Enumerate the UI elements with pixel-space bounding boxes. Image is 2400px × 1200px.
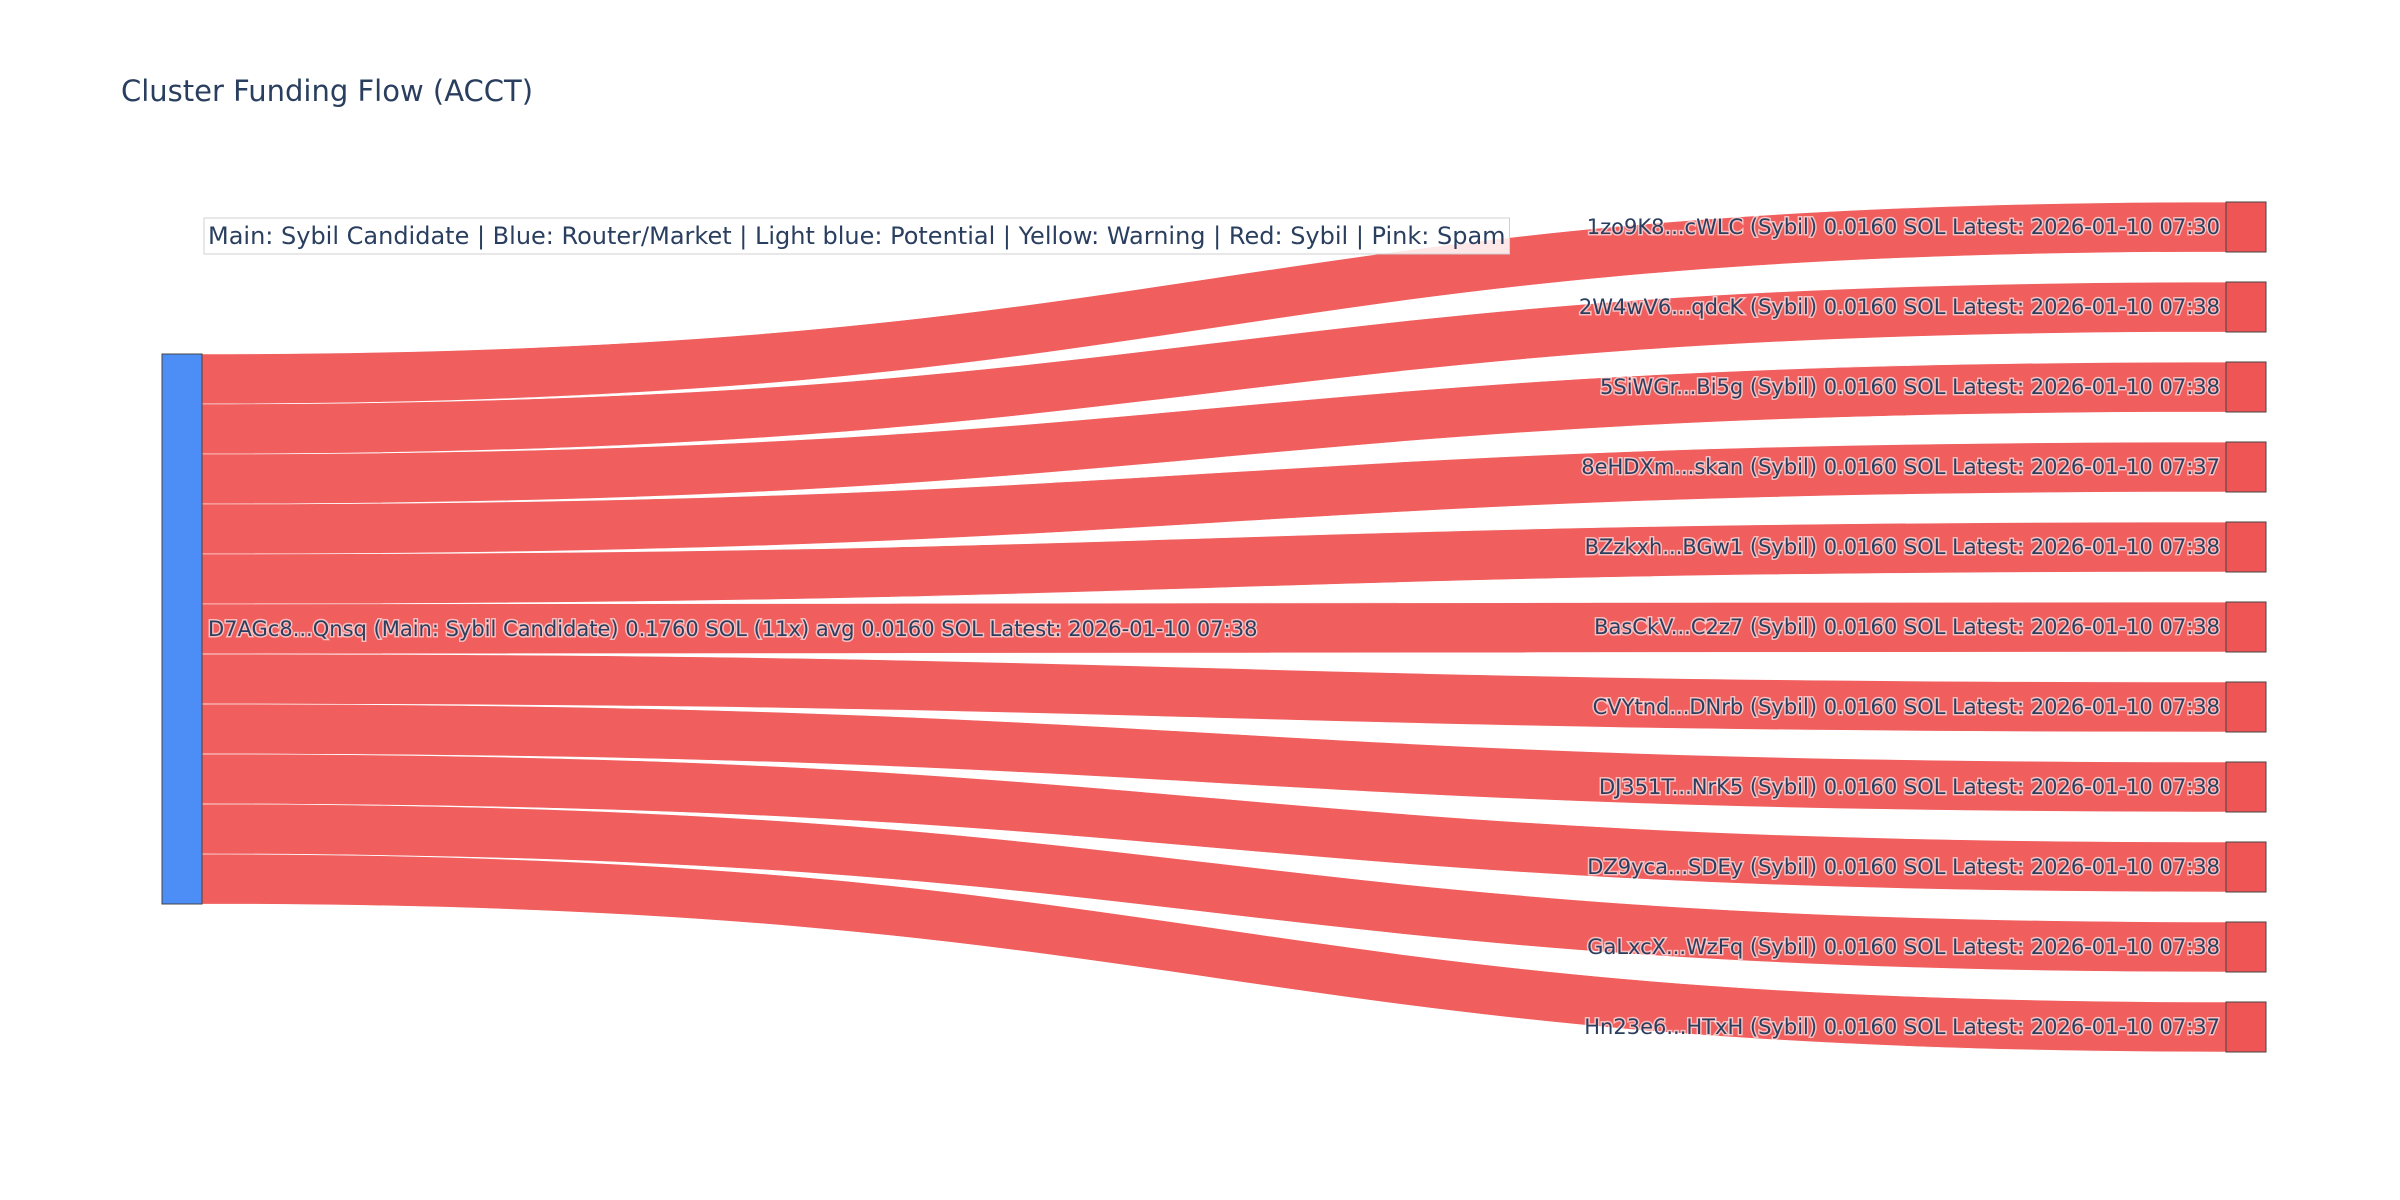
source-node-label: D7AGc8...Qnsq (Main: Sybil Candidate) 0.… [208, 617, 1257, 641]
target-node-label: 2W4wV6...qdcK (Sybil) 0.0160 SOL Latest:… [1579, 295, 2220, 319]
target-node[interactable] [2225, 761, 2267, 813]
target-node[interactable] [2225, 1001, 2267, 1053]
flow-links [201, 201, 2227, 1053]
target-node-label: Hn23e6...HTxH (Sybil) 0.0160 SOL Latest:… [1584, 1015, 2220, 1039]
target-node-label: GaLxcX...WzFq (Sybil) 0.0160 SOL Latest:… [1587, 935, 2220, 959]
chart-title: Cluster Funding Flow (ACCT) [121, 74, 533, 108]
target-node-label: BZzkxh...BGw1 (Sybil) 0.0160 SOL Latest:… [1585, 535, 2220, 559]
target-node[interactable] [2225, 841, 2267, 893]
target-node[interactable] [2225, 681, 2267, 733]
target-node[interactable] [2225, 921, 2267, 973]
target-node[interactable] [2225, 601, 2267, 653]
target-node-label: 8eHDXm...skan (Sybil) 0.0160 SOL Latest:… [1581, 455, 2220, 479]
target-node[interactable] [2225, 361, 2267, 413]
target-node[interactable] [2225, 201, 2267, 253]
legend-note-box [203, 217, 1511, 255]
source-node[interactable] [161, 353, 203, 905]
target-node-label: 1zo9K8...cWLC (Sybil) 0.0160 SOL Latest:… [1587, 215, 2220, 239]
target-node-label: DZ9yca...SDEy (Sybil) 0.0160 SOL Latest:… [1587, 855, 2220, 879]
target-node[interactable] [2225, 441, 2267, 493]
target-node-label: BasCkV...C2z7 (Sybil) 0.0160 SOL Latest:… [1594, 615, 2220, 639]
target-node-label: 5SiWGr...Bi5g (Sybil) 0.0160 SOL Latest:… [1600, 375, 2220, 399]
flow-nodes [161, 201, 2267, 1053]
target-node[interactable] [2225, 281, 2267, 333]
target-node-label: CVYtnd...DNrb (Sybil) 0.0160 SOL Latest:… [1593, 695, 2220, 719]
legend-note: Main: Sybil Candidate | Blue: Router/Mar… [203, 217, 1511, 255]
legend-note-text: Main: Sybil Candidate | Blue: Router/Mar… [208, 222, 1506, 250]
target-node[interactable] [2225, 521, 2267, 573]
node-labels: D7AGc8...Qnsq (Main: Sybil Candidate) 0.… [207, 214, 2222, 1041]
target-node-label: DJ351T...NrK5 (Sybil) 0.0160 SOL Latest:… [1599, 775, 2220, 799]
